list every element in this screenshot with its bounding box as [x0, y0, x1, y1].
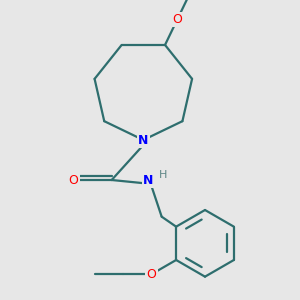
Text: O: O — [147, 268, 157, 281]
Text: N: N — [138, 134, 148, 146]
Text: O: O — [172, 13, 182, 26]
Text: H: H — [159, 170, 167, 180]
Text: O: O — [68, 173, 78, 187]
Text: N: N — [143, 174, 154, 187]
